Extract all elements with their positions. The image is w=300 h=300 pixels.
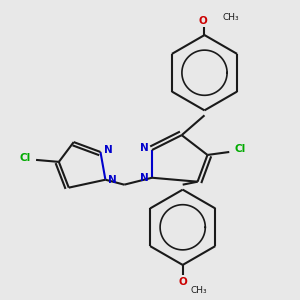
Text: CH₃: CH₃ <box>190 286 207 295</box>
Text: CH₃: CH₃ <box>222 13 239 22</box>
Text: Cl: Cl <box>20 153 31 163</box>
Text: N: N <box>140 143 148 153</box>
Text: N: N <box>108 175 117 185</box>
Text: Cl: Cl <box>235 144 246 154</box>
Text: N: N <box>140 173 148 183</box>
Text: O: O <box>198 16 207 26</box>
Text: N: N <box>104 145 113 155</box>
Text: O: O <box>178 277 187 287</box>
